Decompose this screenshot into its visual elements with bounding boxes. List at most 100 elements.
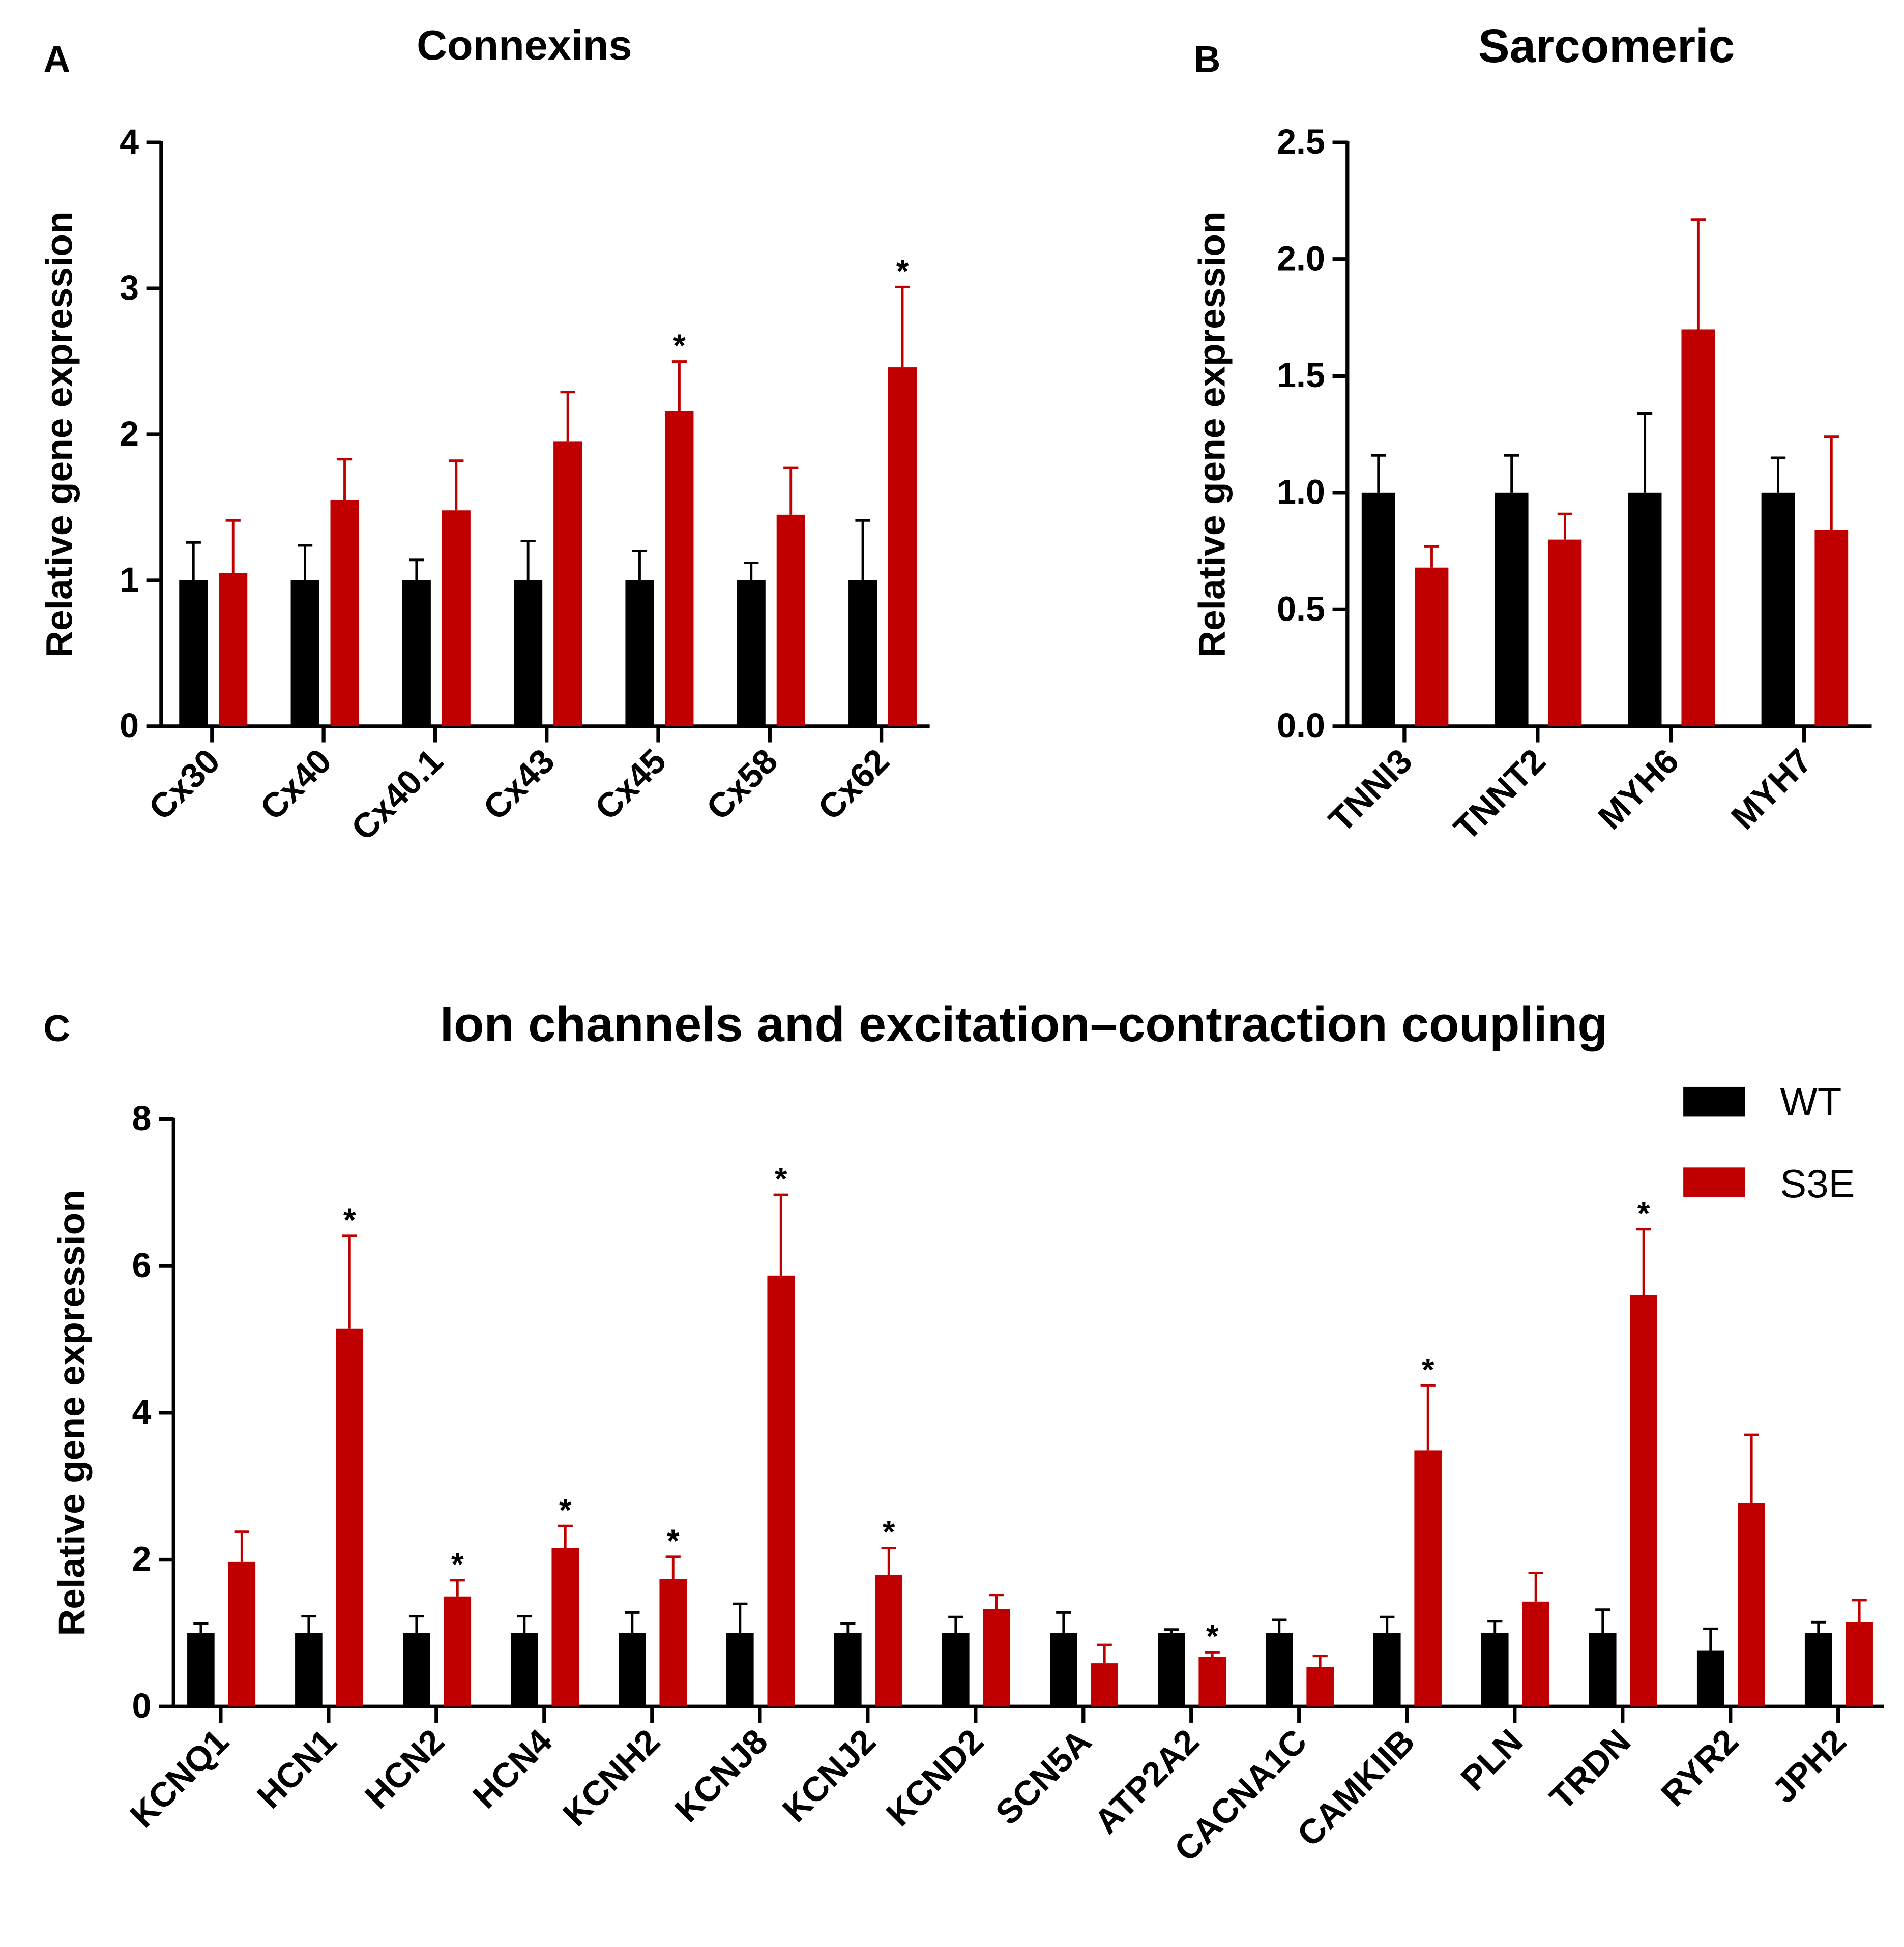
bar-wt (187, 1633, 215, 1707)
legend-swatch-s3e (1683, 1167, 1745, 1197)
bar-wt (290, 580, 319, 726)
bar-wt (1589, 1633, 1617, 1707)
x-tick-label: MYH6 (1591, 742, 1686, 837)
significance-marker: * (667, 1523, 680, 1559)
y-tick-label: 2.5 (1277, 123, 1325, 161)
x-tick-label: KCNH2 (555, 1722, 667, 1834)
chart-panel-b: 0.0 0.5 1.0 1.5 2.0 2.5 Relative gene expressi… (1192, 123, 1872, 848)
bar-s3e (228, 1561, 256, 1707)
bar-wt (179, 580, 208, 726)
bar-s3e (1091, 1663, 1119, 1707)
x-tick-label: KCNJ2 (775, 1722, 883, 1830)
legend: WT S3E (1683, 1079, 1855, 1206)
bar-s3e (1198, 1657, 1226, 1707)
bar-s3e (1846, 1622, 1873, 1707)
bar-s3e (444, 1596, 472, 1707)
significance-marker: * (559, 1492, 572, 1528)
significance-marker: * (883, 1515, 895, 1550)
bar-wt (1628, 492, 1662, 726)
bar-wt (403, 1633, 430, 1707)
x-tick-label: PLN (1454, 1722, 1530, 1798)
x-tick-label: KCNJ8 (667, 1722, 775, 1830)
bar-wt (625, 580, 654, 726)
x-tick-label: RYR2 (1654, 1722, 1746, 1814)
bar-s3e (1415, 567, 1449, 726)
significance-marker: * (775, 1161, 787, 1197)
bar-s3e (875, 1575, 903, 1707)
bar-s3e (219, 573, 248, 726)
significance-marker: * (1637, 1196, 1650, 1231)
y-tick-label: 1.0 (1277, 473, 1325, 512)
significance-marker: * (451, 1547, 464, 1582)
bar-s3e (888, 367, 917, 726)
bar-wt (1265, 1633, 1293, 1707)
bar-s3e (442, 510, 471, 726)
bar-s3e (1681, 329, 1715, 726)
x-tick-label: HCN2 (358, 1722, 452, 1816)
x-tick-label: Cx58 (699, 742, 785, 828)
y-tick-label: 0 (132, 1687, 151, 1725)
bar-wt (737, 580, 766, 726)
y-tick-label: 4 (120, 123, 139, 161)
x-tick-label: HCN1 (250, 1722, 344, 1816)
x-tick-label: KCND2 (879, 1722, 991, 1834)
bar-s3e (776, 514, 805, 726)
bar-s3e (1738, 1503, 1765, 1707)
y-tick-label: 2.0 (1277, 240, 1325, 278)
x-tick-label: Cx45 (588, 742, 673, 828)
bar-wt (1157, 1633, 1185, 1707)
significance-marker: * (673, 328, 686, 364)
bar-s3e (1414, 1450, 1442, 1707)
bar-s3e (767, 1275, 795, 1707)
y-tick-label: 8 (132, 1099, 151, 1138)
panel-label-a: A (43, 39, 70, 80)
x-tick-label: SCN5A (988, 1722, 1099, 1832)
y-tick-label: 3 (120, 269, 139, 307)
x-tick-label: Cx40 (253, 742, 339, 828)
bar-s3e (1630, 1295, 1657, 1707)
x-tick-label: MYH7 (1724, 742, 1820, 837)
y-axis-title: Relative gene expression (1192, 211, 1233, 657)
bar-wt (1361, 492, 1395, 726)
x-tick-label: Cx43 (476, 742, 562, 828)
legend-label-wt: WT (1780, 1079, 1841, 1124)
chart-title-a: Connexins (417, 21, 632, 69)
bar-wt (619, 1633, 646, 1707)
y-tick-label: 0.5 (1277, 589, 1325, 628)
y-axis-title: Relative gene expression (51, 1190, 93, 1636)
bar-wt (514, 580, 543, 726)
significance-marker: * (343, 1202, 356, 1238)
bar-s3e (1814, 530, 1849, 726)
bar-wt (848, 580, 877, 726)
legend-swatch-wt (1683, 1086, 1745, 1117)
x-tick-label: TNNI3 (1322, 742, 1420, 840)
chart-title-c: Ion channels and excitation–contraction … (440, 996, 1608, 1052)
x-tick-label: CAMKIIB (1290, 1722, 1422, 1854)
significance-marker: * (1422, 1352, 1434, 1388)
x-tick-label: JPH2 (1765, 1722, 1853, 1810)
y-tick-label: 2 (132, 1540, 151, 1578)
y-tick-label: 1.5 (1277, 356, 1325, 395)
bar-wt (942, 1633, 970, 1707)
bar-s3e (983, 1609, 1011, 1707)
y-tick-label: 1 (120, 560, 139, 599)
x-tick-label: TRDN (1542, 1722, 1638, 1817)
bar-s3e (1522, 1601, 1549, 1707)
x-tick-label: KCNQ1 (123, 1722, 236, 1835)
x-tick-label: TNNT2 (1447, 742, 1553, 848)
bar-wt (295, 1633, 323, 1707)
bar-wt (402, 580, 431, 726)
bar-s3e (665, 411, 694, 726)
bar-wt (1481, 1633, 1509, 1707)
bar-s3e (336, 1328, 364, 1707)
bar-wt (1696, 1650, 1724, 1707)
significance-marker: * (896, 254, 909, 289)
y-axis-title: Relative gene expression (39, 211, 80, 657)
panel-label-c: C (43, 1008, 70, 1049)
y-tick-label: 0 (120, 706, 139, 745)
chart-panel-c: 0 2 4 6 8 Relative gene expression KCNQ1 HCN1 * H… (51, 1099, 1884, 1869)
bar-wt (1804, 1633, 1832, 1707)
legend-label-s3e: S3E (1780, 1161, 1855, 1206)
